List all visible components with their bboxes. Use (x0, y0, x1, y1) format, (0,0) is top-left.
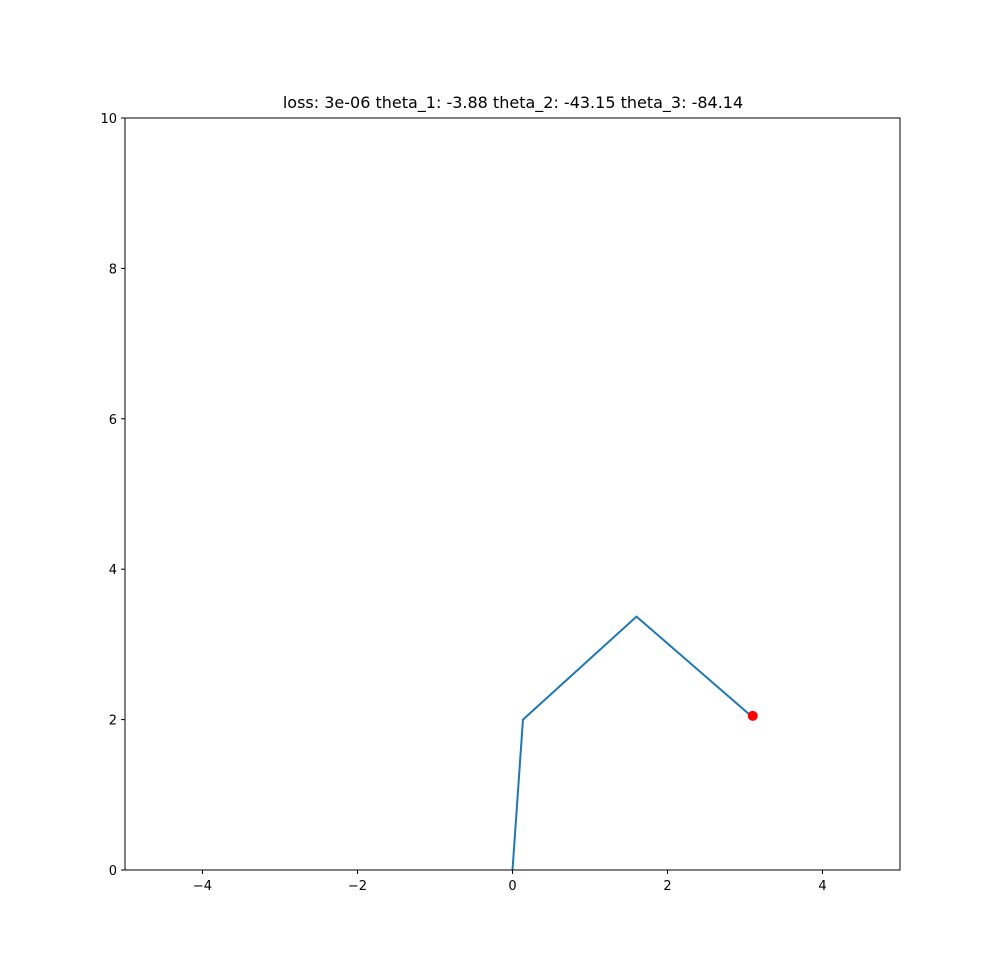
y-tick-label: 6 (109, 413, 117, 428)
plot-area (511, 615, 758, 871)
y-tick-label: 8 (109, 262, 117, 277)
x-tick-label: 4 (818, 879, 826, 894)
axes-frame (124, 117, 901, 871)
y-tick-label: 10 (100, 112, 117, 127)
y-tick-label: 4 (109, 563, 117, 578)
y-tick-label: 2 (109, 714, 117, 729)
y-axis-ticks: 0 2 4 6 8 10 (100, 112, 125, 879)
chart-title: loss: 3e-06 theta_1: -3.88 theta_2: -43.… (283, 93, 743, 113)
target-point (747, 710, 758, 721)
x-tick-label: 2 (663, 879, 671, 894)
arm-segments-line (511, 615, 754, 871)
x-tick-label: −4 (193, 879, 212, 894)
y-tick-label: 0 (109, 864, 117, 879)
x-tick-label: 0 (508, 879, 516, 894)
x-tick-label: −2 (348, 879, 367, 894)
x-axis-ticks: −4 −2 0 2 4 (193, 870, 827, 894)
